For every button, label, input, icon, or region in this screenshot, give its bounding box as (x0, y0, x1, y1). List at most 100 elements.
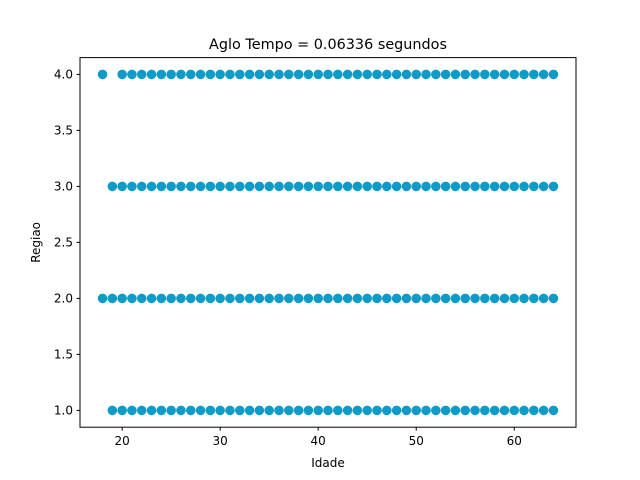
data-point (146, 69, 157, 80)
data-point (323, 181, 333, 192)
data-point (303, 293, 314, 304)
data-point (117, 69, 127, 80)
data-point (529, 293, 539, 304)
data-point (372, 69, 382, 80)
data-point (499, 405, 510, 416)
data-point (264, 69, 274, 80)
data-point (283, 293, 294, 304)
data-point (499, 181, 510, 192)
y-tick-label: 3.5 (54, 124, 73, 138)
data-point (283, 69, 294, 80)
data-point (509, 405, 520, 416)
data-point (382, 405, 392, 416)
data-point (450, 405, 461, 416)
data-point (97, 69, 108, 80)
data-point (293, 69, 304, 80)
data-point (127, 69, 137, 80)
data-point (519, 293, 529, 304)
data-point (440, 405, 451, 416)
data-point (303, 69, 314, 80)
data-point (401, 405, 412, 416)
data-point (509, 69, 520, 80)
data-point (391, 69, 402, 80)
data-point (244, 69, 255, 80)
data-point (303, 181, 314, 192)
data-point (342, 181, 353, 192)
data-point (382, 69, 392, 80)
data-point (283, 405, 294, 416)
data-point (382, 293, 392, 304)
data-point (136, 69, 147, 80)
data-point (499, 293, 510, 304)
data-point (480, 405, 490, 416)
data-point (185, 181, 196, 192)
y-tick-label: 3.0 (54, 180, 73, 194)
data-point (333, 405, 343, 416)
data-point (538, 181, 549, 192)
x-tick-label: 60 (507, 434, 522, 448)
data-point (313, 69, 324, 80)
data-point (470, 405, 480, 416)
data-point (215, 181, 225, 192)
data-point (509, 181, 520, 192)
data-point (509, 293, 520, 304)
data-point (411, 69, 422, 80)
data-point (323, 405, 333, 416)
data-point (333, 293, 343, 304)
data-point (215, 293, 225, 304)
data-point (176, 293, 186, 304)
data-point (195, 69, 206, 80)
data-point (362, 181, 373, 192)
data-point (431, 69, 441, 80)
y-axis: 1.0 1.5 2.0 2.5 3.0 3.5 4.0 (54, 68, 80, 418)
y-tick-label: 1.0 (54, 404, 73, 418)
data-point (323, 293, 333, 304)
data-point (254, 293, 265, 304)
data-point (185, 293, 196, 304)
data-point (352, 293, 363, 304)
data-point (136, 293, 147, 304)
data-point (156, 293, 167, 304)
data-point (176, 181, 186, 192)
data-point (529, 69, 539, 80)
data-point (234, 181, 245, 192)
data-point (303, 405, 314, 416)
data-point (225, 181, 235, 192)
data-point (372, 293, 382, 304)
data-point (146, 405, 157, 416)
data-point (225, 69, 235, 80)
data-point (431, 293, 441, 304)
data-point (254, 69, 265, 80)
data-point (460, 181, 471, 192)
data-point (264, 181, 274, 192)
data-point (195, 405, 206, 416)
data-point (489, 181, 500, 192)
data-point (225, 405, 235, 416)
data-point (362, 69, 373, 80)
x-tick-label: 40 (311, 434, 326, 448)
data-point (136, 181, 147, 192)
data-point (107, 181, 118, 192)
data-point (391, 181, 402, 192)
data-point (372, 181, 382, 192)
data-point (97, 293, 108, 304)
x-tick-label: 50 (409, 434, 424, 448)
data-point (225, 293, 235, 304)
data-point (156, 69, 167, 80)
data-point (176, 405, 186, 416)
data-point (352, 181, 363, 192)
data-point (244, 293, 255, 304)
data-point (195, 293, 206, 304)
data-point (431, 405, 441, 416)
data-point (234, 293, 245, 304)
data-point (460, 405, 471, 416)
data-point (274, 69, 284, 80)
data-point (254, 405, 265, 416)
data-point (401, 293, 412, 304)
data-point (421, 405, 431, 416)
data-point (274, 181, 284, 192)
data-point (440, 181, 451, 192)
data-point (470, 181, 480, 192)
data-point (146, 293, 157, 304)
